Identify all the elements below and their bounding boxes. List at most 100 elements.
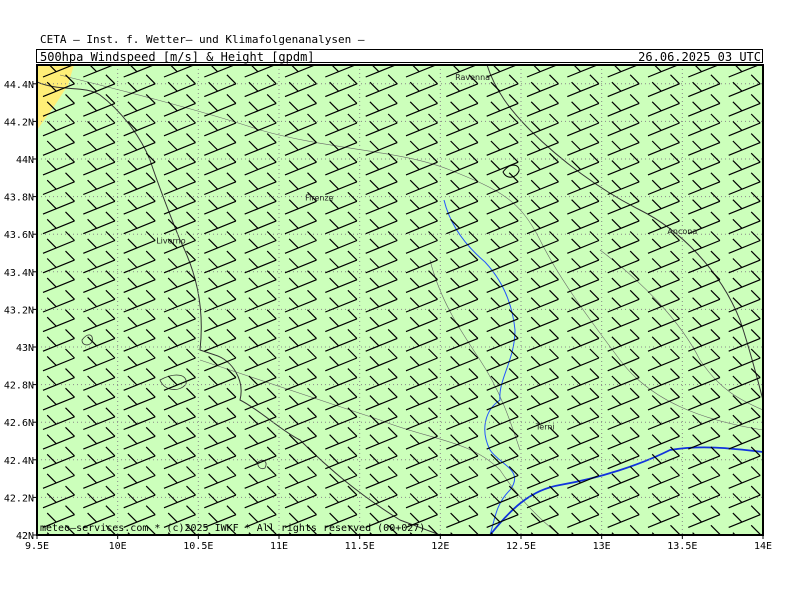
wind-barb <box>607 172 640 196</box>
wind-barb <box>284 426 317 450</box>
wind-barb <box>123 113 156 137</box>
wind-barb <box>123 368 156 391</box>
wind-barb <box>83 348 116 372</box>
wind-barb <box>42 466 75 489</box>
wind-barb <box>567 368 600 391</box>
wind-barb <box>42 485 75 509</box>
wind-barb <box>647 466 680 489</box>
wind-barb <box>446 485 479 509</box>
wind-barb <box>405 152 438 176</box>
wind-barb <box>325 172 358 196</box>
wind-barb <box>83 191 116 215</box>
wind-barb <box>244 113 277 137</box>
wind-barb <box>204 172 237 196</box>
city-label: Livorno <box>156 237 186 246</box>
lat-tick-label: 43.6N <box>4 230 34 241</box>
wind-barb <box>405 191 438 215</box>
wind-barb <box>163 426 196 450</box>
wind-barb <box>244 426 277 450</box>
wind-barb <box>728 505 761 528</box>
wind-barb <box>163 231 196 254</box>
wind-barb <box>42 289 75 313</box>
wind-barb <box>244 133 277 156</box>
wind-barb <box>486 328 519 352</box>
wind-barb <box>123 172 156 196</box>
lat-tick-label: 42.4N <box>4 456 34 467</box>
wind-barb <box>204 113 237 137</box>
wind-barb <box>83 426 116 450</box>
wind-barb <box>123 426 156 450</box>
wind-barb <box>365 446 398 470</box>
wind-barb <box>728 466 761 489</box>
wind-barb <box>728 172 761 196</box>
wind-barb <box>163 250 196 274</box>
wind-barb <box>83 133 116 156</box>
wind-barb <box>647 270 680 293</box>
wind-barb <box>486 309 519 333</box>
wind-barb <box>365 211 398 235</box>
wind-barb <box>567 250 600 274</box>
wind-barb <box>647 211 680 235</box>
wind-barb <box>526 348 559 372</box>
wind-barb <box>325 152 358 176</box>
wind-barb <box>446 505 479 528</box>
wind-barb <box>42 270 75 293</box>
wind-barb <box>284 250 317 274</box>
wind-barb <box>365 133 398 156</box>
wind-barb <box>325 270 358 293</box>
wind-barb <box>42 387 75 411</box>
island-giglio <box>257 460 267 470</box>
wind-barb <box>365 348 398 372</box>
wind-barb <box>325 289 358 313</box>
lon-tick-label: 12E <box>431 541 449 552</box>
wind-barb <box>567 74 600 98</box>
wind-barb <box>688 231 721 254</box>
wind-barb <box>728 446 761 470</box>
wind-barb <box>526 133 559 156</box>
wind-barb <box>526 387 559 411</box>
wind-barb <box>123 65 156 78</box>
lat-tick-label: 43N <box>16 343 34 354</box>
wind-barb <box>405 407 438 431</box>
wind-barb <box>405 466 438 489</box>
map-frame <box>36 64 764 536</box>
wind-barb <box>688 74 721 98</box>
lat-tick-label: 42.6N <box>4 418 34 429</box>
wind-barb <box>688 485 721 509</box>
wind-barb <box>325 250 358 274</box>
wind-barb <box>607 211 640 235</box>
wind-barb <box>607 426 640 450</box>
wind-barb <box>284 133 317 156</box>
wind-barb <box>123 211 156 235</box>
wind-barb <box>567 172 600 196</box>
axis-ticks: 9.5E 10E 10.5E 11E 11.5E 12E 12.5E 13E 13.5E 14E 4… <box>4 80 772 552</box>
wind-barb <box>204 74 237 98</box>
wind-barb <box>486 348 519 372</box>
wind-barb <box>163 407 196 431</box>
wind-barb <box>204 328 237 352</box>
island-elba <box>159 374 187 390</box>
wind-barb <box>42 368 75 391</box>
wind-barb <box>365 65 398 78</box>
wind-barb <box>42 152 75 176</box>
wind-barb <box>244 387 277 411</box>
wind-barb <box>688 113 721 137</box>
wind-barb <box>728 485 761 509</box>
lat-tick-label: 43.8N <box>4 193 34 204</box>
wind-barb <box>728 426 761 450</box>
wind-barb <box>163 93 196 117</box>
wind-barb <box>688 328 721 352</box>
wind-barb <box>647 485 680 509</box>
wind-barb <box>204 152 237 176</box>
wind-barb <box>647 74 680 98</box>
wind-barb <box>163 74 196 98</box>
wind-barb <box>123 93 156 117</box>
wind-barb <box>647 113 680 137</box>
lon-tick-label: 11E <box>270 541 288 552</box>
wind-barb <box>365 485 398 509</box>
wind-barb <box>204 65 236 78</box>
wind-barb <box>244 328 277 352</box>
wind-barb <box>284 446 317 470</box>
wind-barb <box>647 368 680 391</box>
